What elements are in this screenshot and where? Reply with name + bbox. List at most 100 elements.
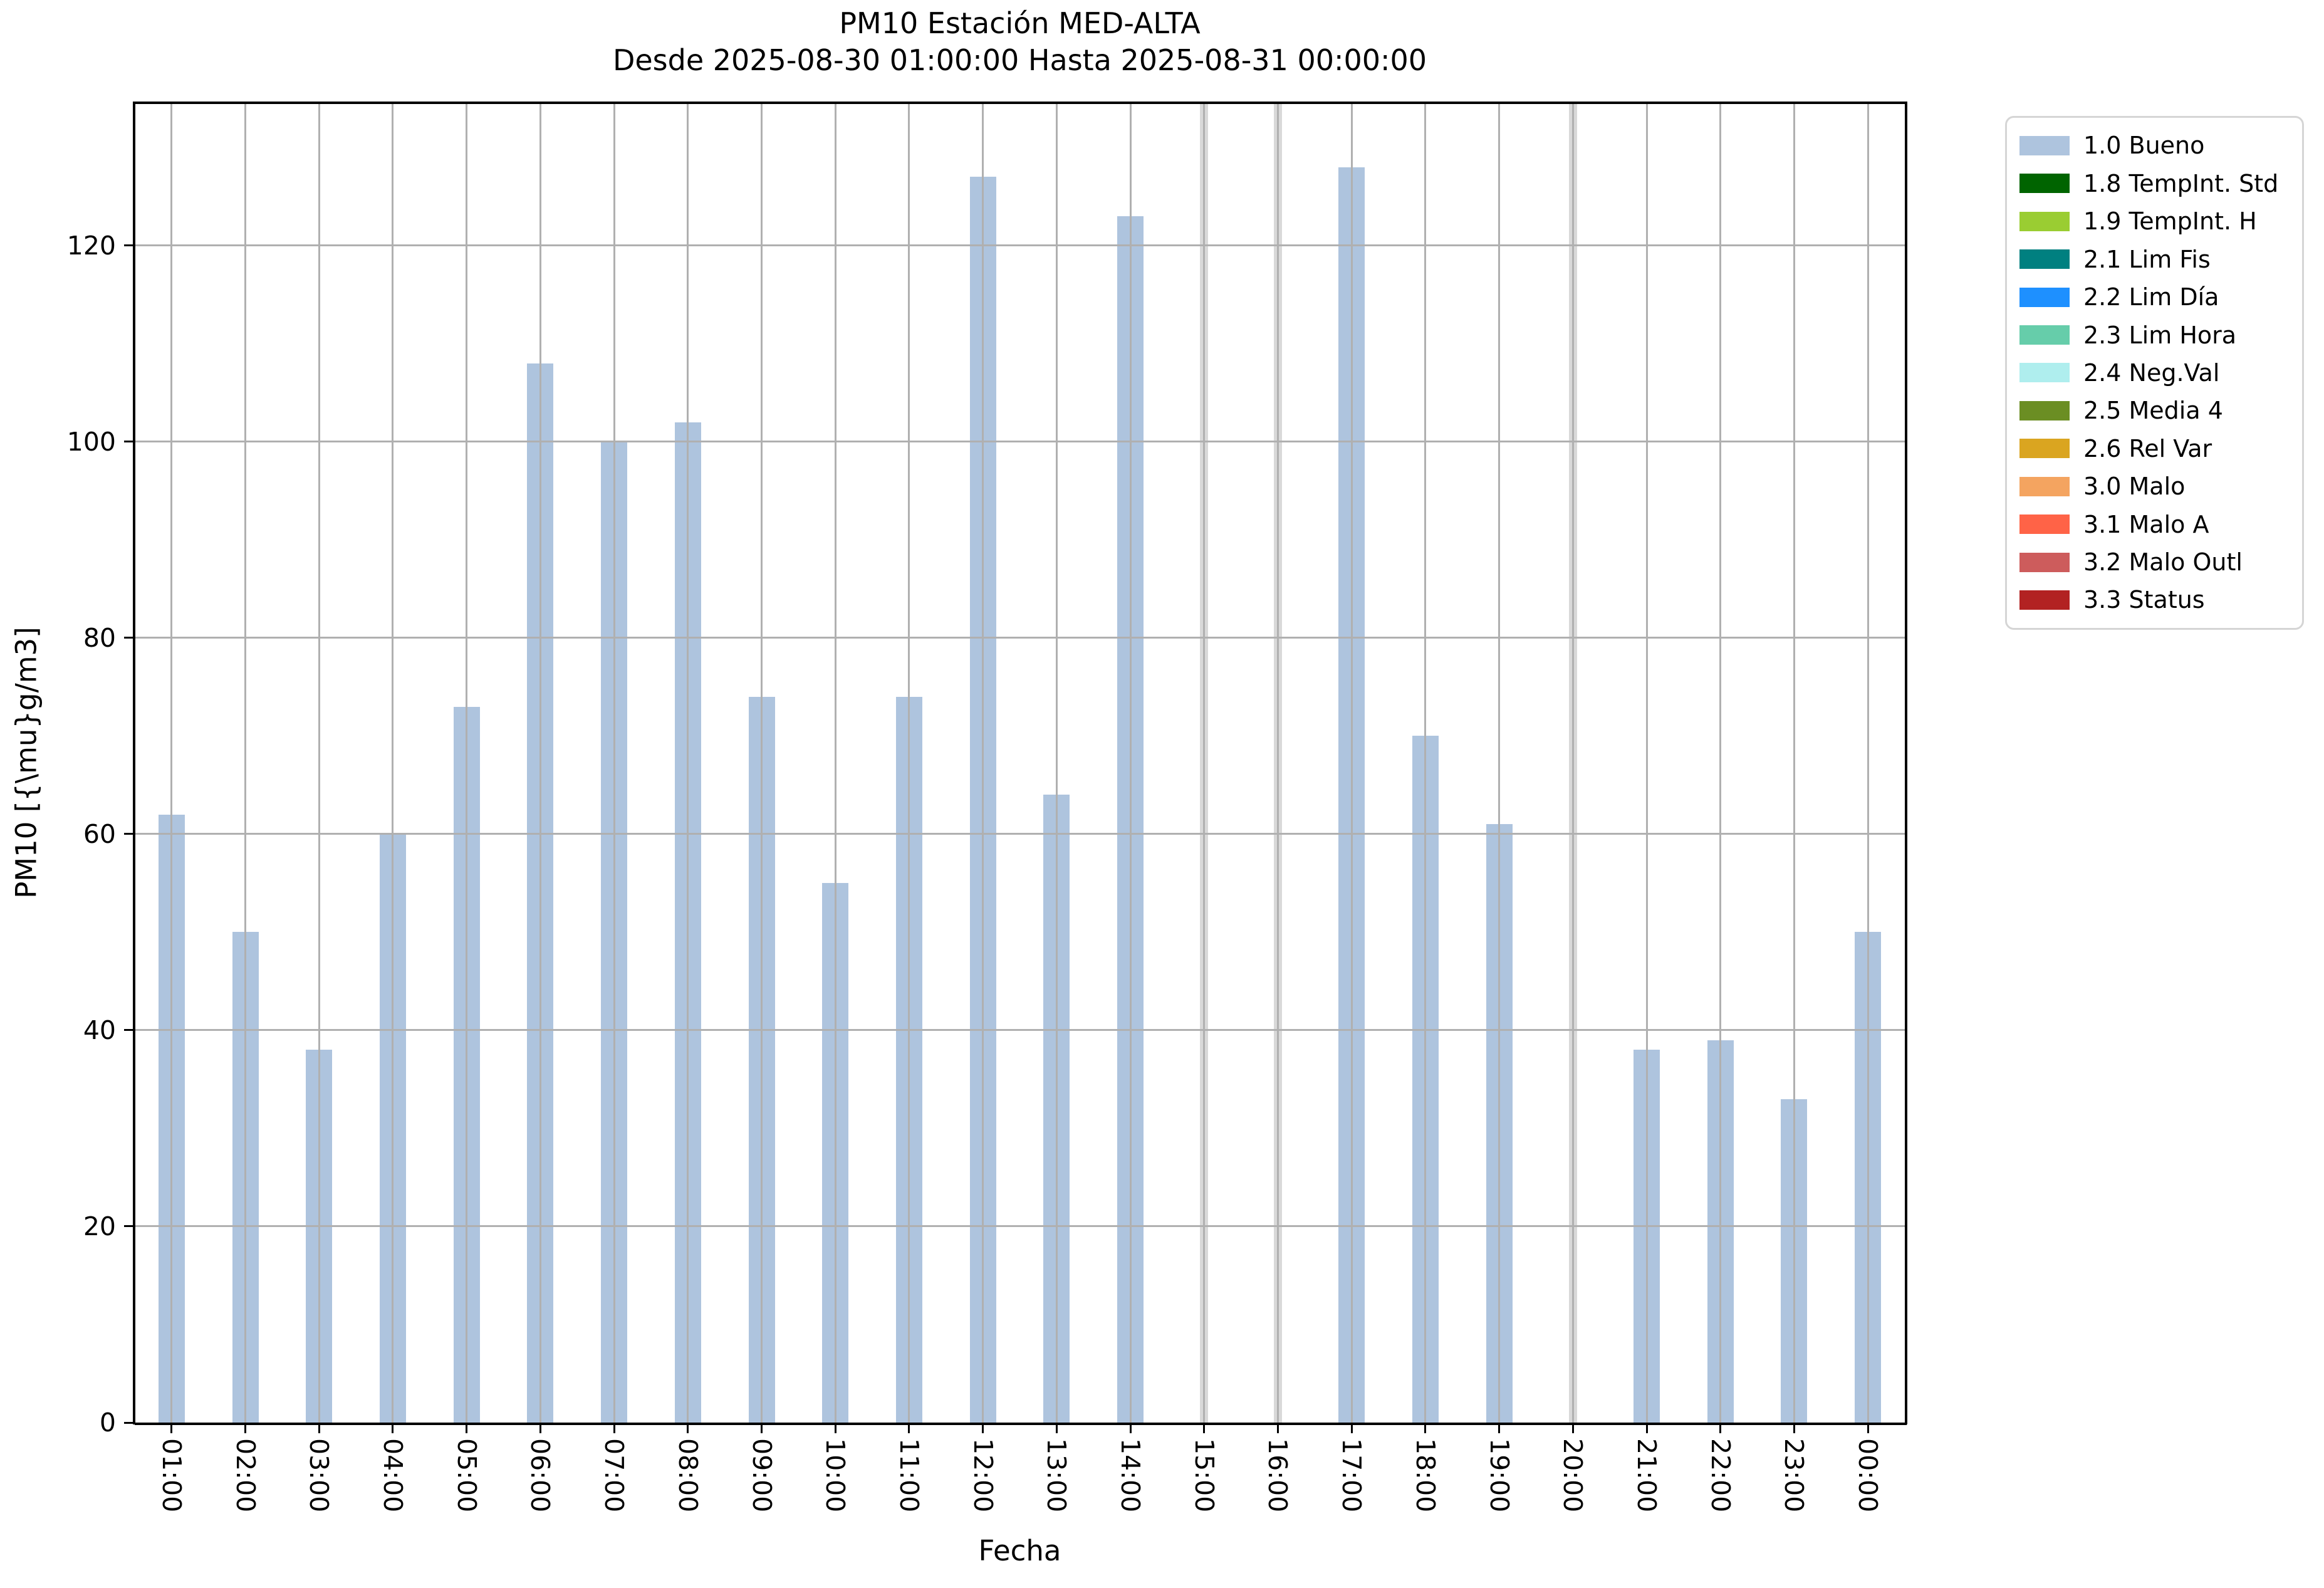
x-tick-label-19:00: 19:00: [1484, 1438, 1514, 1513]
gridline-x-23:00: [1793, 103, 1795, 1423]
gridline-x-03:00: [318, 103, 320, 1423]
x-tick-mark-06:00: [539, 1423, 541, 1433]
gridline-x-01:00: [170, 103, 173, 1423]
legend-swatch: [2019, 590, 2070, 610]
legend-swatch: [2019, 552, 2070, 572]
legend-entry: 3.1 Malo A: [2019, 511, 2296, 538]
x-tick-label-23:00: 23:00: [1779, 1438, 1810, 1513]
x-tick-label-06:00: 06:00: [525, 1438, 556, 1513]
gridline-y-60: [135, 833, 1905, 835]
gridline-y-100: [135, 441, 1905, 443]
gridline-y-120: [135, 244, 1905, 247]
y-tick-label-20: 20: [83, 1211, 116, 1241]
gridline-x-08:00: [687, 103, 689, 1423]
x-tick-mark-12:00: [982, 1423, 984, 1433]
gridline-y-40: [135, 1029, 1905, 1032]
legend-entry: 2.4 Neg.Val: [2019, 359, 2296, 387]
legend-entry: 1.8 TempInt. Std: [2019, 170, 2296, 197]
gridline-x-07:00: [613, 103, 615, 1423]
gridline-x-22:00: [1719, 103, 1722, 1423]
spine-top: [135, 102, 1907, 104]
legend-label: 2.3 Lim Hora: [2083, 321, 2237, 349]
x-tick-label-02:00: 02:00: [230, 1438, 261, 1513]
x-tick-mark-01:00: [170, 1423, 173, 1433]
y-tick-mark-80: [124, 637, 135, 639]
legend: 1.0 Bueno 1.8 TempInt. Std 1.9 TempInt. H 2…: [2005, 116, 2304, 630]
x-tick-mark-13:00: [1055, 1423, 1058, 1433]
gridline-x-04:00: [392, 103, 394, 1423]
x-tick-mark-23:00: [1793, 1423, 1795, 1433]
spine-bottom: [135, 1423, 1907, 1425]
legend-entry: 2.5 Media 4: [2019, 397, 2296, 424]
gridline-x-15:00: [1203, 103, 1206, 1423]
legend-entry: 2.6 Rel Var: [2019, 435, 2296, 462]
x-tick-mark-05:00: [466, 1423, 468, 1433]
x-tick-mark-16:00: [1276, 1423, 1279, 1433]
gridline-x-12:00: [982, 103, 984, 1423]
gridline-x-21:00: [1645, 103, 1648, 1423]
x-tick-mark-11:00: [908, 1423, 910, 1433]
gridline-x-02:00: [244, 103, 247, 1423]
x-tick-mark-19:00: [1498, 1423, 1501, 1433]
x-tick-mark-04:00: [392, 1423, 394, 1433]
legend-label: 2.5 Media 4: [2083, 397, 2223, 425]
gridline-x-19:00: [1498, 103, 1501, 1423]
y-tick-label-100: 100: [66, 426, 116, 457]
legend-entry: 1.9 TempInt. H: [2019, 207, 2296, 235]
legend-label: 3.2 Malo Outl: [2083, 548, 2243, 577]
x-tick-mark-18:00: [1424, 1423, 1427, 1433]
y-tick-mark-100: [124, 441, 135, 443]
chart-title: PM10 Estación MED-ALTA: [839, 6, 1201, 40]
x-tick-mark-08:00: [687, 1423, 689, 1433]
x-tick-mark-02:00: [244, 1423, 247, 1433]
legend-swatch: [2019, 363, 2070, 383]
legend-label: 3.1 Malo A: [2083, 510, 2209, 538]
x-tick-label-22:00: 22:00: [1705, 1438, 1736, 1513]
x-axis-label: Fecha: [978, 1534, 1061, 1567]
legend-entry: 3.0 Malo: [2019, 473, 2296, 500]
x-tick-label-11:00: 11:00: [894, 1438, 924, 1513]
x-tick-mark-20:00: [1571, 1423, 1574, 1433]
gridline-y-80: [135, 637, 1905, 639]
chart-subtitle: Desde 2025-08-30 01:00:00 Hasta 2025-08-…: [612, 43, 1427, 77]
gridline-x-18:00: [1424, 103, 1427, 1423]
gridline-x-20:00: [1571, 103, 1574, 1423]
legend-label: 2.4 Neg.Val: [2083, 358, 2220, 387]
legend-label: 3.3 Status: [2083, 586, 2205, 614]
legend-label: 2.2 Lim Día: [2083, 283, 2219, 311]
x-tick-mark-21:00: [1645, 1423, 1648, 1433]
x-tick-label-04:00: 04:00: [377, 1438, 408, 1513]
y-tick-mark-0: [124, 1421, 135, 1424]
legend-entry: 2.2 Lim Día: [2019, 283, 2296, 311]
x-tick-mark-09:00: [761, 1423, 763, 1433]
x-tick-label-00:00: 00:00: [1853, 1438, 1884, 1513]
legend-swatch: [2019, 515, 2070, 535]
legend-swatch: [2019, 249, 2070, 269]
y-tick-label-60: 60: [83, 818, 116, 849]
legend-label: 2.6 Rel Var: [2083, 434, 2212, 462]
legend-swatch: [2019, 325, 2070, 345]
x-tick-mark-17:00: [1350, 1423, 1353, 1433]
chart-title-block: PM10 Estación MED-ALTA Desde 2025-08-30 …: [135, 5, 1905, 79]
legend-entry: 1.0 Bueno: [2019, 132, 2296, 159]
x-tick-mark-07:00: [613, 1423, 615, 1433]
legend-label: 2.1 Lim Fis: [2083, 245, 2211, 273]
x-tick-mark-14:00: [1129, 1423, 1132, 1433]
legend-swatch: [2019, 476, 2070, 496]
x-tick-label-17:00: 17:00: [1337, 1438, 1367, 1513]
y-axis-label: PM10 [{\mu}g/m3]: [9, 627, 43, 899]
x-tick-label-20:00: 20:00: [1558, 1438, 1588, 1513]
gridline-x-09:00: [761, 103, 763, 1423]
x-tick-label-10:00: 10:00: [820, 1438, 851, 1513]
x-tick-mark-15:00: [1203, 1423, 1206, 1433]
spine-right: [1905, 102, 1907, 1424]
legend-swatch: [2019, 174, 2070, 194]
gridline-x-13:00: [1055, 103, 1058, 1423]
y-tick-label-40: 40: [83, 1015, 116, 1045]
gridline-x-11:00: [908, 103, 910, 1423]
x-tick-mark-03:00: [318, 1423, 320, 1433]
y-tick-label-0: 0: [99, 1408, 116, 1438]
legend-entry: 3.2 Malo Outl: [2019, 548, 2296, 576]
legend-swatch: [2019, 400, 2070, 421]
